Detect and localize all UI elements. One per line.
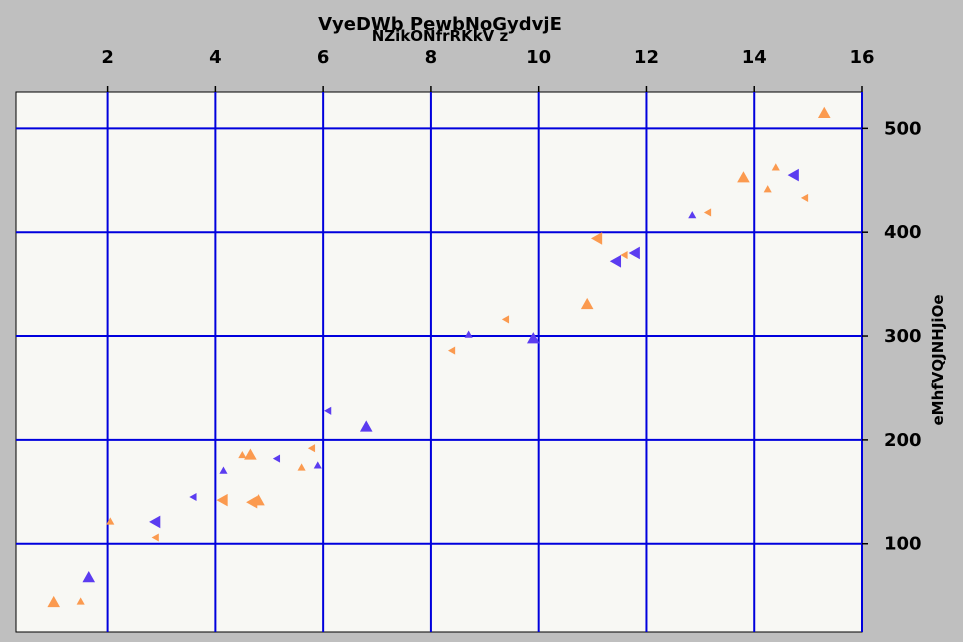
data-point: [151, 533, 159, 542]
data-point: [297, 463, 306, 471]
data-point: [464, 330, 473, 338]
data-point: [737, 171, 750, 183]
data-point: [82, 571, 96, 583]
data-point: [359, 420, 373, 432]
y-tick-label: 300: [884, 326, 922, 347]
data-point: [244, 448, 257, 460]
data-point: [313, 461, 322, 469]
x-tick-label: 2: [101, 47, 114, 68]
plot-area: [15, 91, 863, 633]
chart-title: VyeDWb PewbNoGydvjE: [318, 14, 562, 35]
x-tick-label: 8: [425, 47, 438, 68]
data-point: [590, 232, 603, 245]
data-point: [620, 250, 628, 260]
data-point: [238, 450, 247, 459]
data-point: [47, 595, 61, 608]
data-point: [688, 211, 697, 219]
y-axis-label: eMhfVQJNHJiOe: [929, 294, 947, 425]
data-point: [800, 193, 809, 202]
data-point: [763, 185, 772, 193]
x-tick-label: 16: [849, 47, 874, 68]
grid-lines: [16, 92, 863, 632]
chart-subtitle: NZikONfrRKkV z: [372, 27, 509, 45]
axis-ticks: 2 4 6 8 10 12 14 16 100 200 300 400 500: [101, 47, 921, 555]
data-point: [252, 494, 265, 506]
x-tick-label: 14: [742, 47, 767, 68]
data-point: [149, 515, 161, 529]
data-point: [76, 597, 85, 605]
data-point: [189, 492, 197, 502]
y-tick-label: 200: [884, 430, 922, 451]
data-point: [526, 332, 540, 344]
y-tick-label: 100: [884, 534, 922, 555]
data-point: [447, 346, 456, 355]
data-point: [628, 246, 640, 260]
data-point: [609, 254, 622, 268]
data-point: [501, 315, 510, 324]
y-tick-label: 500: [884, 118, 922, 139]
data-point: [324, 406, 332, 415]
data-point: [307, 444, 316, 453]
data-point: [817, 106, 831, 119]
y-tick-label: 400: [884, 222, 922, 243]
x-tick-label: 6: [317, 47, 330, 68]
data-point: [771, 163, 780, 171]
x-tick-label: 10: [526, 47, 551, 68]
data-point: [216, 493, 228, 507]
data-point: [787, 168, 799, 182]
data-point: [219, 466, 228, 474]
x-tick-label: 12: [634, 47, 659, 68]
x-tick-label: 4: [209, 47, 222, 68]
data-markers: [47, 106, 831, 608]
data-point: [106, 517, 115, 525]
data-point: [580, 297, 594, 310]
data-point: [272, 454, 281, 463]
data-point: [703, 208, 712, 217]
